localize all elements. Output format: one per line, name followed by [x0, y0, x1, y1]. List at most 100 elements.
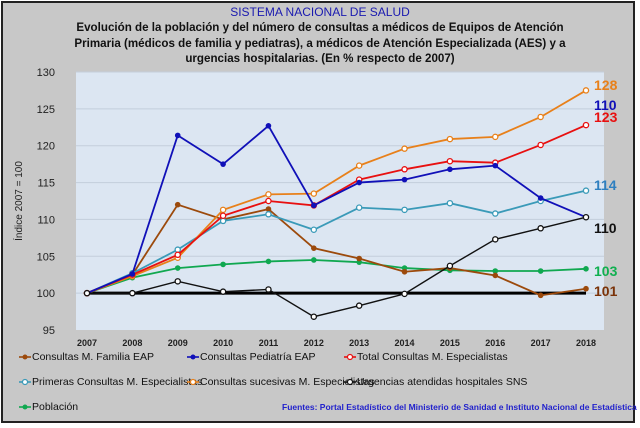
legend-label: Total Consultas M. Especialistas	[357, 351, 508, 363]
data-point	[174, 251, 181, 259]
x-tick-label: 2008	[122, 338, 142, 348]
data-point	[355, 204, 363, 211]
data-point	[265, 197, 272, 205]
series-line	[86, 203, 587, 297]
x-tick-label: 2018	[576, 338, 596, 348]
legend-item: Urgencias atendidas hospitales SNS	[343, 376, 527, 388]
x-tick-label: 2009	[168, 338, 188, 348]
data-point	[446, 135, 454, 143]
data-point	[265, 123, 272, 129]
y-tick-label: 125	[37, 104, 55, 116]
end-label: 103	[594, 263, 618, 279]
data-point	[492, 133, 499, 141]
chart-subtitle-3: urgencias hospitalarias. (En % respecto …	[185, 52, 455, 65]
plot-area	[76, 72, 604, 330]
data-point	[174, 265, 181, 271]
legend-item: Consultas Pediatría EAP	[186, 351, 316, 363]
series-3	[83, 187, 590, 297]
data-point	[401, 206, 408, 214]
title-block: SISTEMA NACIONAL DE SALUD Evolución de l…	[3, 5, 637, 67]
y-tick-label: 115	[37, 178, 55, 190]
x-tick-label: 2007	[77, 338, 97, 348]
data-point	[401, 145, 408, 152]
data-point	[582, 187, 590, 194]
series-line	[87, 216, 587, 318]
data-point	[537, 292, 544, 299]
x-tick-label: 2010	[213, 338, 233, 348]
chart-subtitle-2: Primaria (médicos de familia y pediatras…	[74, 36, 566, 50]
series-5	[83, 213, 590, 320]
data-point	[310, 226, 318, 233]
legend-marker	[19, 404, 31, 410]
y-tick-label: 110	[37, 214, 55, 226]
data-point	[265, 191, 272, 198]
data-point	[537, 195, 544, 201]
legend-item: Consultas sucesivas M. Especialistas	[186, 376, 375, 388]
legend-item: Consultas M. Familia EAP	[18, 351, 154, 363]
y-axis-ticks: 95 100 105 110 115 120 125 130	[37, 67, 55, 337]
series-line	[86, 124, 587, 294]
y-tick-label: 120	[37, 141, 55, 153]
x-tick-label: 2014	[395, 338, 415, 348]
legend-item: Primeras Consultas M. Especialistas	[18, 376, 202, 388]
data-point	[174, 132, 181, 139]
data-point	[583, 266, 589, 272]
data-point	[537, 268, 544, 274]
data-point	[83, 289, 91, 297]
chart-subtitle-1: Evolución de la población y del número d…	[76, 21, 564, 34]
data-point	[310, 313, 318, 320]
legend-marker	[187, 354, 199, 360]
legend-label: Consultas M. Familia EAP	[32, 351, 154, 363]
series-line	[86, 89, 587, 294]
data-point	[582, 87, 590, 94]
data-point	[129, 289, 136, 297]
data-point	[492, 236, 499, 243]
chart-title: SISTEMA NACIONAL DE SALUD	[230, 5, 410, 19]
data-point	[446, 262, 454, 270]
data-point	[537, 225, 544, 232]
data-point	[311, 245, 317, 251]
data-point	[582, 213, 590, 221]
series-line	[86, 124, 587, 294]
legend-label: Primeras Consultas M. Especialistas	[32, 376, 203, 388]
legend-label: Consultas Pediatría EAP	[200, 351, 316, 363]
legend-marker	[344, 353, 356, 361]
source-note: Fuentes: Portal Estadístico del Minister…	[282, 402, 637, 412]
data-point	[583, 285, 589, 292]
data-point	[401, 268, 408, 275]
legend-item: Población	[18, 401, 78, 413]
data-point	[401, 290, 408, 298]
data-point	[492, 210, 499, 217]
x-tick-label: 2015	[440, 338, 460, 348]
x-tick-label: 2016	[485, 338, 505, 348]
series-line	[86, 189, 587, 294]
data-point	[220, 161, 226, 167]
series-line	[86, 259, 587, 294]
end-label: 101	[594, 283, 618, 299]
data-point	[265, 206, 272, 212]
legend-marker	[19, 378, 31, 386]
series-1	[84, 123, 589, 296]
x-tick-label: 2012	[304, 338, 324, 348]
legend-marker	[187, 378, 199, 386]
data-point	[219, 217, 227, 225]
data-point	[356, 255, 362, 262]
data-point	[220, 261, 226, 268]
data-point	[492, 162, 499, 169]
legend-marker	[19, 354, 31, 360]
legend-label: Consultas sucesivas M. Especialistas	[200, 376, 375, 388]
data-point	[219, 288, 227, 295]
y-tick-label: 95	[43, 325, 55, 337]
data-point	[401, 176, 408, 183]
end-label: 114	[594, 177, 617, 193]
x-axis-ticks: 2007 2008 2009 2010 2011 2012 2013 2014 2015 2016…	[77, 338, 596, 348]
y-tick-label: 100	[37, 288, 55, 300]
legend-label: Población	[32, 401, 79, 413]
data-point	[356, 179, 362, 186]
data-point	[174, 278, 181, 285]
legend-item: Total Consultas M. Especialistas	[343, 351, 508, 363]
data-point	[446, 157, 454, 165]
data-point	[492, 268, 499, 274]
